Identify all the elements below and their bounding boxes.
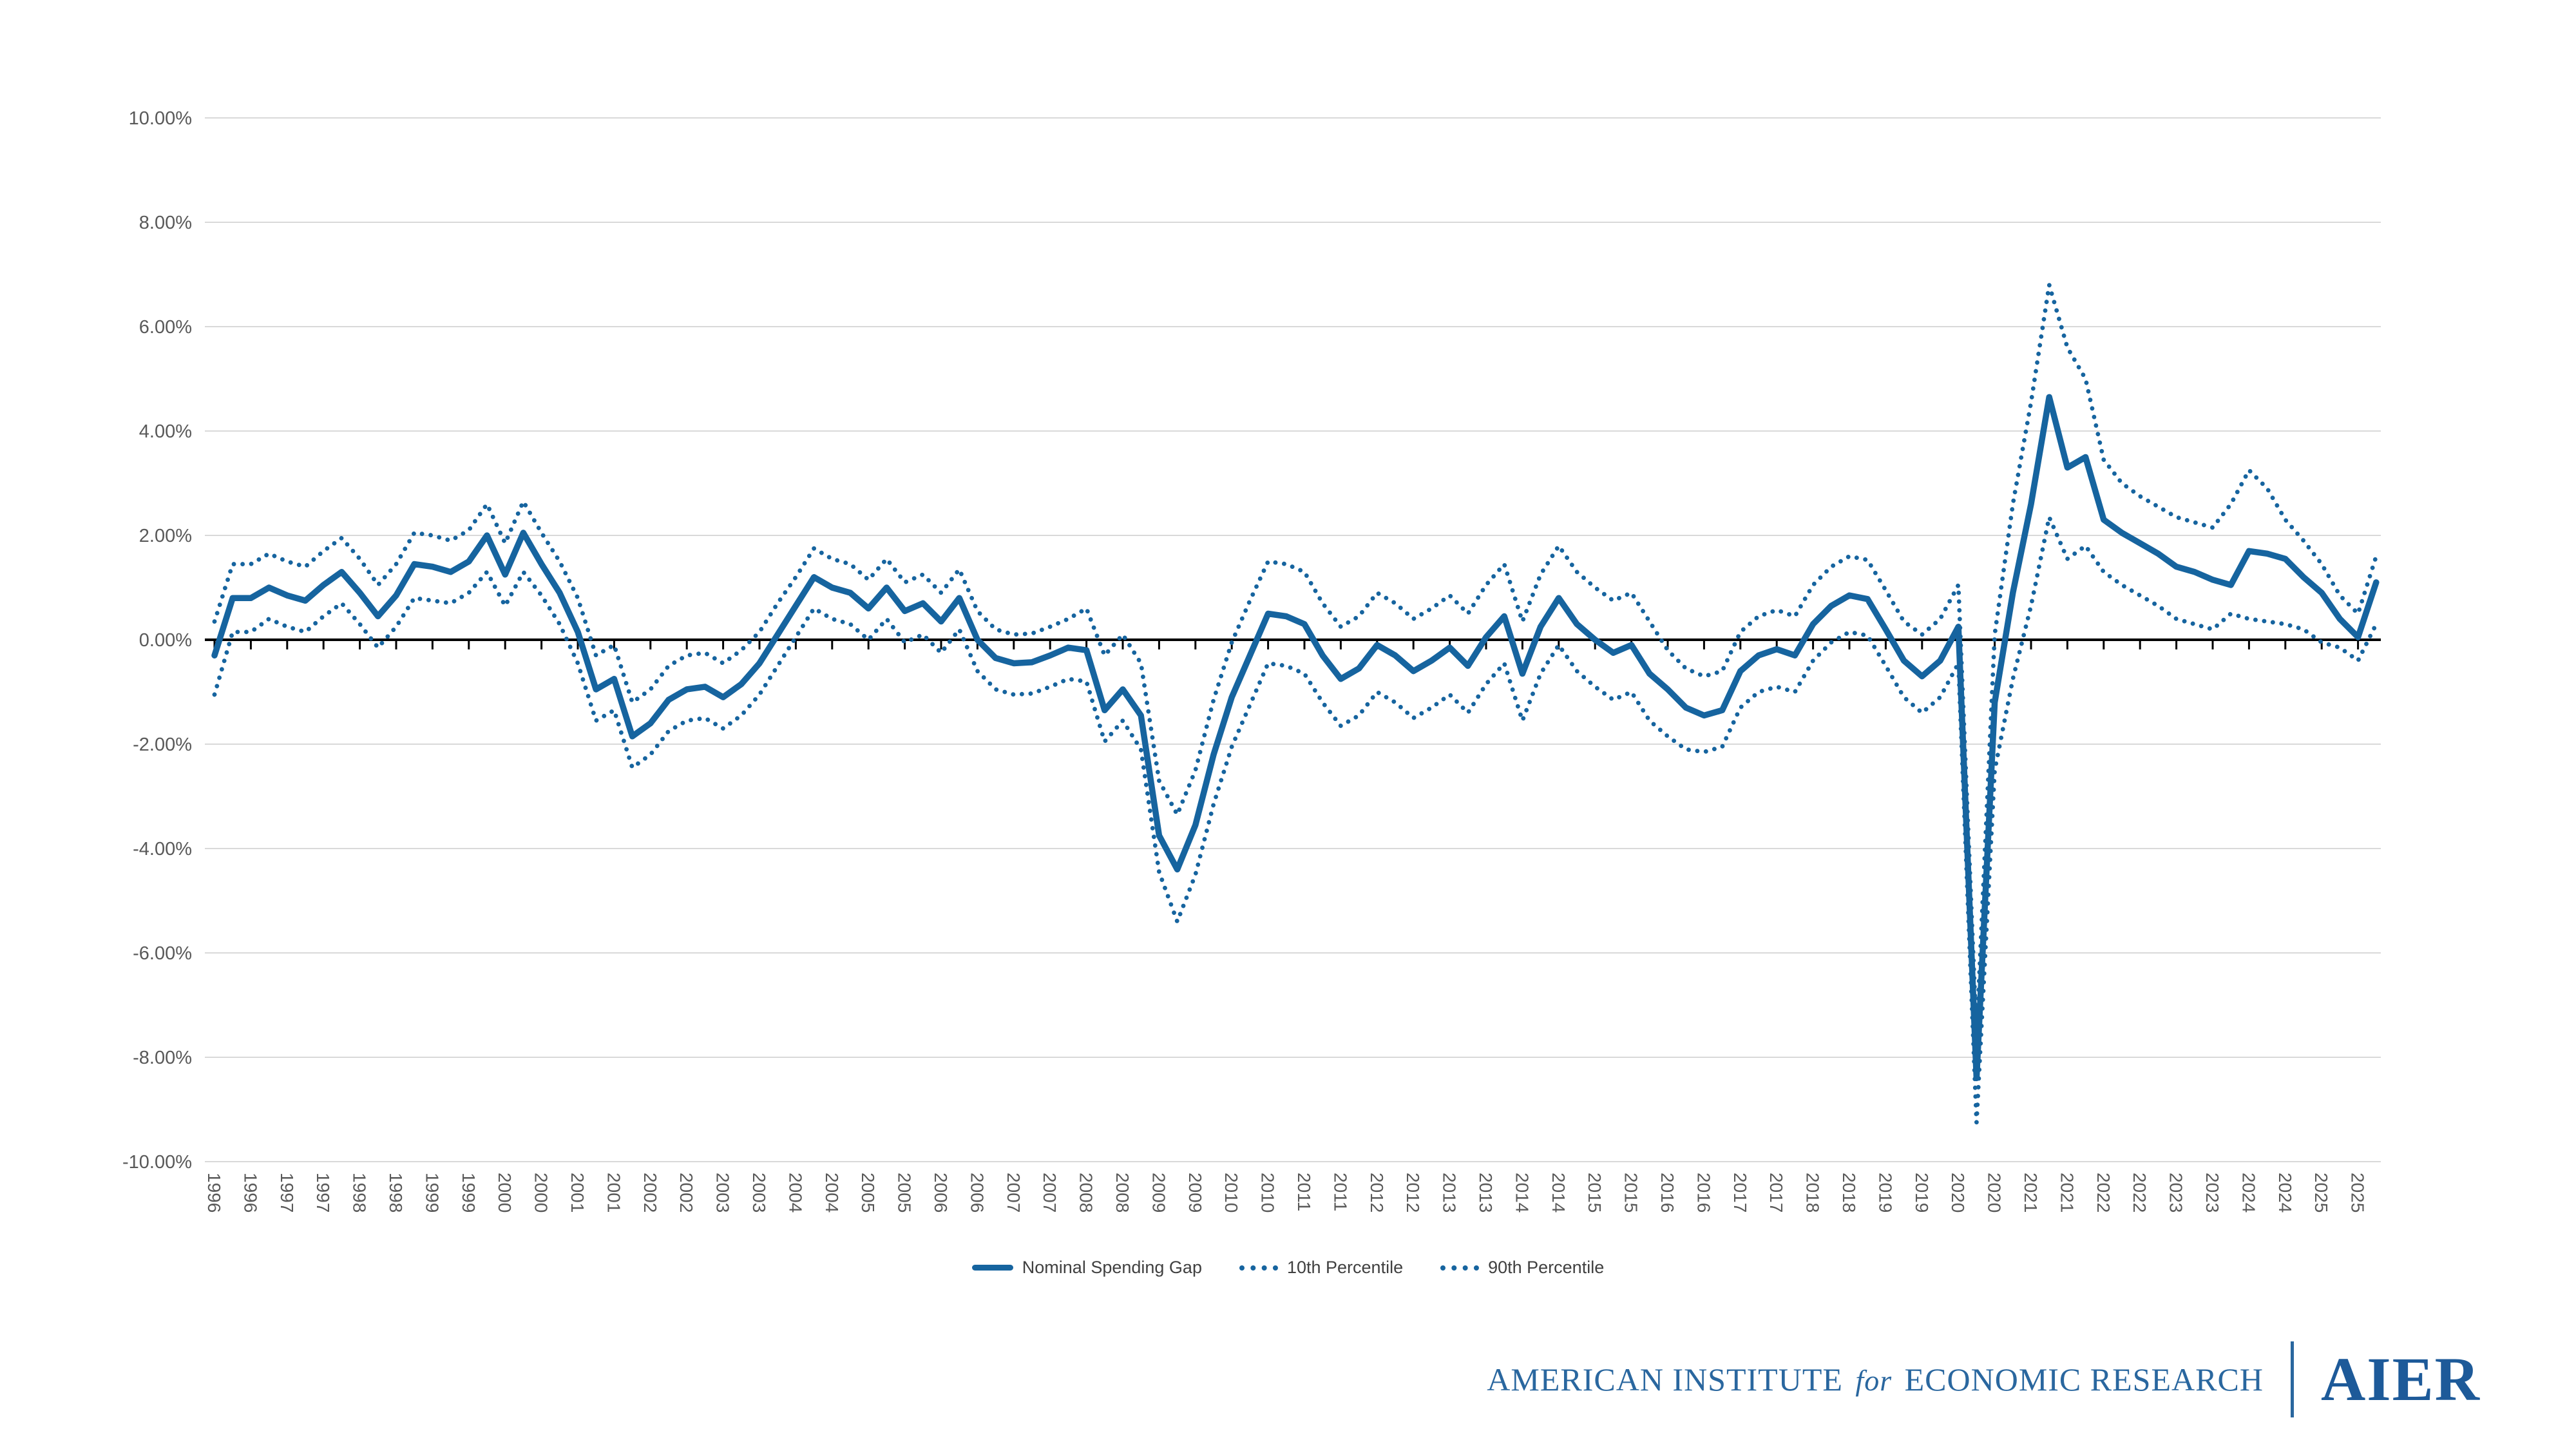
x-axis-tick-label: 2025 [2348, 1173, 2368, 1213]
y-axis-tick-label: 0.00% [139, 630, 192, 651]
x-axis-tick-label: 2007 [1004, 1173, 1024, 1213]
x-axis-tick-label: 2019 [1912, 1173, 1932, 1213]
x-axis-tick-label: 2014 [1512, 1173, 1532, 1213]
x-axis-tick-label: 2021 [2021, 1173, 2041, 1213]
x-axis-tick-label: 1999 [422, 1173, 442, 1213]
y-axis-tick-label: 10.00% [129, 108, 192, 129]
x-axis-tick-label: 2009 [1185, 1173, 1205, 1213]
y-axis-tick-label: 2.00% [139, 526, 192, 546]
legend-label: Nominal Spending Gap [1022, 1258, 1202, 1277]
x-axis-tick-label: 2013 [1476, 1173, 1496, 1213]
x-axis-tick-label: 2004 [822, 1173, 842, 1213]
x-axis-tick-label: 2016 [1693, 1173, 1713, 1213]
x-axis-tick-label: 1999 [459, 1173, 479, 1213]
x-axis-tick-label: 2025 [2311, 1173, 2331, 1213]
x-axis-tick-label: 2000 [531, 1173, 551, 1213]
x-axis-tick-label: 2006 [967, 1173, 987, 1213]
x-axis-tick-label: 1996 [204, 1173, 224, 1213]
chart-legend: Nominal Spending Gap 10th Percentile 90t… [0, 1258, 2576, 1278]
x-axis-tick-label: 1996 [240, 1173, 260, 1213]
x-axis-tick-label: 2003 [713, 1173, 733, 1213]
footer-divider [2290, 1341, 2294, 1417]
x-axis-tick-label: 2024 [2238, 1173, 2258, 1213]
x-axis-tick-label: 2023 [2166, 1173, 2186, 1213]
x-axis-tick-label: 2024 [2275, 1173, 2295, 1213]
aier-branding-footer: AMERICAN INSTITUTE for ECONOMIC RESEARCH… [1487, 1341, 2481, 1417]
x-axis-tick-label: 2000 [495, 1173, 515, 1213]
x-axis-tick-label: 2015 [1585, 1173, 1605, 1213]
x-axis-tick-label: 2002 [676, 1173, 696, 1213]
x-axis-tick-label: 2020 [1948, 1173, 1968, 1213]
x-axis-tick-label: 2011 [1330, 1173, 1350, 1211]
x-axis-tick-label: 2013 [1440, 1173, 1460, 1213]
aier-logo: AIER [2320, 1345, 2481, 1414]
legend-item-nominal-spending-gap: Nominal Spending Gap [971, 1258, 1202, 1278]
y-axis-tick-label: 8.00% [139, 213, 192, 233]
x-axis-tick-label: 2010 [1221, 1173, 1241, 1213]
x-axis-tick-label: 2011 [1294, 1173, 1314, 1211]
x-axis-tick-label: 2022 [2130, 1173, 2150, 1213]
x-axis-tick-label: 2012 [1367, 1173, 1387, 1213]
x-axis-tick-label: 2017 [1766, 1173, 1786, 1213]
x-axis-tick-label: 2015 [1621, 1173, 1641, 1213]
x-axis-tick-label: 2009 [1149, 1173, 1169, 1213]
x-axis-tick-label: 2019 [1875, 1173, 1895, 1213]
x-axis-tick-label: 2001 [568, 1173, 587, 1213]
institute-name: AMERICAN INSTITUTE for ECONOMIC RESEARCH [1487, 1361, 2264, 1398]
legend-label: 90th Percentile [1488, 1258, 1605, 1277]
x-axis-tick-label: 1998 [350, 1173, 370, 1213]
x-axis-tick-label: 2010 [1258, 1173, 1278, 1213]
institute-name-part1: AMERICAN INSTITUTE [1487, 1361, 1843, 1397]
x-axis-tick-label: 2021 [2057, 1173, 2077, 1213]
x-axis-tick-label: 2022 [2094, 1173, 2113, 1213]
x-axis-tick-label: 2008 [1112, 1173, 1132, 1213]
legend-item-10th-percentile: 10th Percentile [1239, 1258, 1403, 1278]
y-axis-tick-label: -8.00% [133, 1048, 192, 1068]
x-axis-tick-label: 2016 [1657, 1173, 1677, 1213]
x-axis-tick-label: 2020 [1985, 1173, 2005, 1213]
institute-name-part2: ECONOMIC RESEARCH [1904, 1361, 2264, 1397]
y-axis-tick-label: 4.00% [139, 421, 192, 442]
x-axis-tick-label: 1997 [313, 1173, 333, 1213]
dotted-line-swatch-icon [1440, 1265, 1480, 1271]
legend-label: 10th Percentile [1286, 1258, 1404, 1277]
x-axis-tick-label: 2012 [1403, 1173, 1423, 1213]
10th-percentile-line [212, 515, 2379, 1125]
y-axis-tick-label: 6.00% [139, 317, 192, 338]
dotted-line-swatch-icon [1239, 1265, 1278, 1271]
institute-name-for: for [1855, 1364, 1893, 1397]
x-axis-tick-label: 2005 [858, 1173, 878, 1213]
legend-item-90th-percentile: 90th Percentile [1440, 1258, 1604, 1278]
x-axis-tick-label: 2001 [604, 1173, 624, 1213]
x-axis-tick-label: 2018 [1803, 1173, 1823, 1213]
x-axis-tick-label: 2006 [931, 1173, 951, 1213]
x-axis-tick-label: 2003 [749, 1173, 769, 1213]
nominal-spending-gap-line [211, 394, 2380, 1082]
y-axis-tick-label: -6.00% [133, 943, 192, 964]
x-axis-tick-label: 2004 [785, 1173, 805, 1213]
x-axis-tick-label: 2018 [1839, 1173, 1859, 1213]
x-axis-tick-label: 2008 [1076, 1173, 1096, 1213]
x-axis-tick-label: 2005 [895, 1173, 915, 1213]
x-axis-tick-label: 2002 [640, 1173, 660, 1213]
x-axis-tick-label: 2014 [1549, 1173, 1569, 1213]
x-axis-tick-label: 1998 [386, 1173, 406, 1213]
x-axis-tick-label: 1997 [277, 1173, 297, 1213]
y-axis-tick-label: -4.00% [133, 839, 192, 859]
y-axis-tick-label: -10.00% [122, 1152, 192, 1173]
solid-line-swatch-icon [971, 1265, 1013, 1271]
x-axis-tick-label: 2017 [1730, 1173, 1750, 1213]
x-axis-tick-label: 2023 [2202, 1173, 2222, 1213]
y-axis-tick-label: -2.00% [133, 734, 192, 755]
x-axis-tick-label: 2007 [1040, 1173, 1060, 1213]
